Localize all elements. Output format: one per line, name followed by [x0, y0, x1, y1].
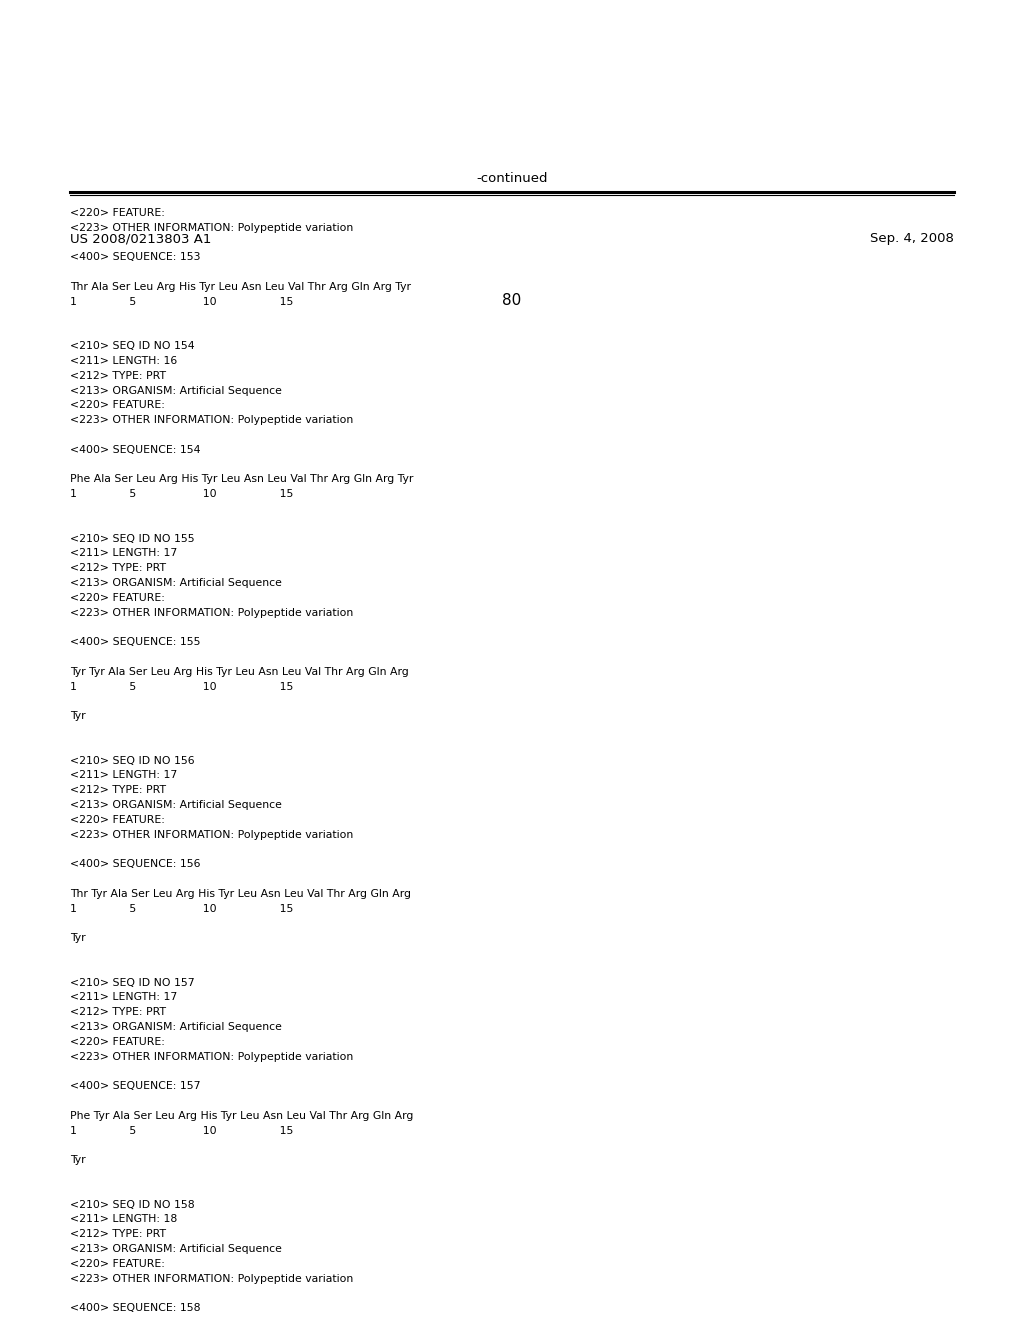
Text: Sep. 4, 2008: Sep. 4, 2008	[870, 232, 954, 246]
Text: 1               5                   10                  15: 1 5 10 15	[70, 297, 293, 306]
Text: Tyr: Tyr	[70, 933, 85, 944]
Text: <210> SEQ ID NO 158: <210> SEQ ID NO 158	[70, 1200, 195, 1209]
Text: 1               5                   10                  15: 1 5 10 15	[70, 1126, 293, 1135]
Text: Tyr Tyr Ala Ser Leu Arg His Tyr Leu Asn Leu Val Thr Arg Gln Arg: Tyr Tyr Ala Ser Leu Arg His Tyr Leu Asn …	[70, 667, 409, 677]
Text: <223> OTHER INFORMATION: Polypeptide variation: <223> OTHER INFORMATION: Polypeptide var…	[70, 1274, 353, 1283]
Text: US 2008/0213803 A1: US 2008/0213803 A1	[70, 232, 211, 246]
Text: <220> FEATURE:: <220> FEATURE:	[70, 814, 165, 825]
Text: <220> FEATURE:: <220> FEATURE:	[70, 209, 165, 218]
Text: <211> LENGTH: 16: <211> LENGTH: 16	[70, 356, 177, 366]
Text: <400> SEQUENCE: 153: <400> SEQUENCE: 153	[70, 252, 200, 263]
Text: <213> ORGANISM: Artificial Sequence: <213> ORGANISM: Artificial Sequence	[70, 1022, 282, 1032]
Text: <220> FEATURE:: <220> FEATURE:	[70, 1036, 165, 1047]
Text: <400> SEQUENCE: 158: <400> SEQUENCE: 158	[70, 1303, 200, 1313]
Text: <223> OTHER INFORMATION: Polypeptide variation: <223> OTHER INFORMATION: Polypeptide var…	[70, 607, 353, 618]
Text: 1               5                   10                  15: 1 5 10 15	[70, 904, 293, 913]
Text: Tyr: Tyr	[70, 711, 85, 721]
Text: <210> SEQ ID NO 156: <210> SEQ ID NO 156	[70, 755, 195, 766]
Text: 80: 80	[503, 293, 521, 308]
Text: <220> FEATURE:: <220> FEATURE:	[70, 593, 165, 603]
Text: -continued: -continued	[476, 172, 548, 185]
Text: <212> TYPE: PRT: <212> TYPE: PRT	[70, 564, 166, 573]
Text: <210> SEQ ID NO 157: <210> SEQ ID NO 157	[70, 978, 195, 987]
Text: Phe Ala Ser Leu Arg His Tyr Leu Asn Leu Val Thr Arg Gln Arg Tyr: Phe Ala Ser Leu Arg His Tyr Leu Asn Leu …	[70, 474, 413, 484]
Text: 1               5                   10                  15: 1 5 10 15	[70, 490, 293, 499]
Text: 1               5                   10                  15: 1 5 10 15	[70, 681, 293, 692]
Text: <223> OTHER INFORMATION: Polypeptide variation: <223> OTHER INFORMATION: Polypeptide var…	[70, 223, 353, 232]
Text: <210> SEQ ID NO 154: <210> SEQ ID NO 154	[70, 341, 195, 351]
Text: Thr Ala Ser Leu Arg His Tyr Leu Asn Leu Val Thr Arg Gln Arg Tyr: Thr Ala Ser Leu Arg His Tyr Leu Asn Leu …	[70, 282, 411, 292]
Text: <400> SEQUENCE: 157: <400> SEQUENCE: 157	[70, 1081, 200, 1092]
Text: <223> OTHER INFORMATION: Polypeptide variation: <223> OTHER INFORMATION: Polypeptide var…	[70, 829, 353, 840]
Text: <213> ORGANISM: Artificial Sequence: <213> ORGANISM: Artificial Sequence	[70, 800, 282, 810]
Text: <400> SEQUENCE: 155: <400> SEQUENCE: 155	[70, 638, 200, 647]
Text: <211> LENGTH: 17: <211> LENGTH: 17	[70, 548, 177, 558]
Text: <220> FEATURE:: <220> FEATURE:	[70, 400, 165, 411]
Text: <213> ORGANISM: Artificial Sequence: <213> ORGANISM: Artificial Sequence	[70, 1243, 282, 1254]
Text: <212> TYPE: PRT: <212> TYPE: PRT	[70, 1229, 166, 1239]
Text: <211> LENGTH: 17: <211> LENGTH: 17	[70, 993, 177, 1002]
Text: <212> TYPE: PRT: <212> TYPE: PRT	[70, 785, 166, 795]
Text: <211> LENGTH: 18: <211> LENGTH: 18	[70, 1214, 177, 1225]
Text: <210> SEQ ID NO 155: <210> SEQ ID NO 155	[70, 533, 195, 544]
Text: <213> ORGANISM: Artificial Sequence: <213> ORGANISM: Artificial Sequence	[70, 578, 282, 587]
Text: Phe Tyr Ala Ser Leu Arg His Tyr Leu Asn Leu Val Thr Arg Gln Arg: Phe Tyr Ala Ser Leu Arg His Tyr Leu Asn …	[70, 1111, 413, 1121]
Text: <400> SEQUENCE: 154: <400> SEQUENCE: 154	[70, 445, 200, 455]
Text: <223> OTHER INFORMATION: Polypeptide variation: <223> OTHER INFORMATION: Polypeptide var…	[70, 1052, 353, 1061]
Text: <212> TYPE: PRT: <212> TYPE: PRT	[70, 371, 166, 380]
Text: <211> LENGTH: 17: <211> LENGTH: 17	[70, 771, 177, 780]
Text: <220> FEATURE:: <220> FEATURE:	[70, 1259, 165, 1269]
Text: Thr Tyr Ala Ser Leu Arg His Tyr Leu Asn Leu Val Thr Arg Gln Arg: Thr Tyr Ala Ser Leu Arg His Tyr Leu Asn …	[70, 888, 411, 899]
Text: <213> ORGANISM: Artificial Sequence: <213> ORGANISM: Artificial Sequence	[70, 385, 282, 396]
Text: <212> TYPE: PRT: <212> TYPE: PRT	[70, 1007, 166, 1018]
Text: Tyr: Tyr	[70, 1155, 85, 1166]
Text: <223> OTHER INFORMATION: Polypeptide variation: <223> OTHER INFORMATION: Polypeptide var…	[70, 416, 353, 425]
Text: <400> SEQUENCE: 156: <400> SEQUENCE: 156	[70, 859, 200, 869]
